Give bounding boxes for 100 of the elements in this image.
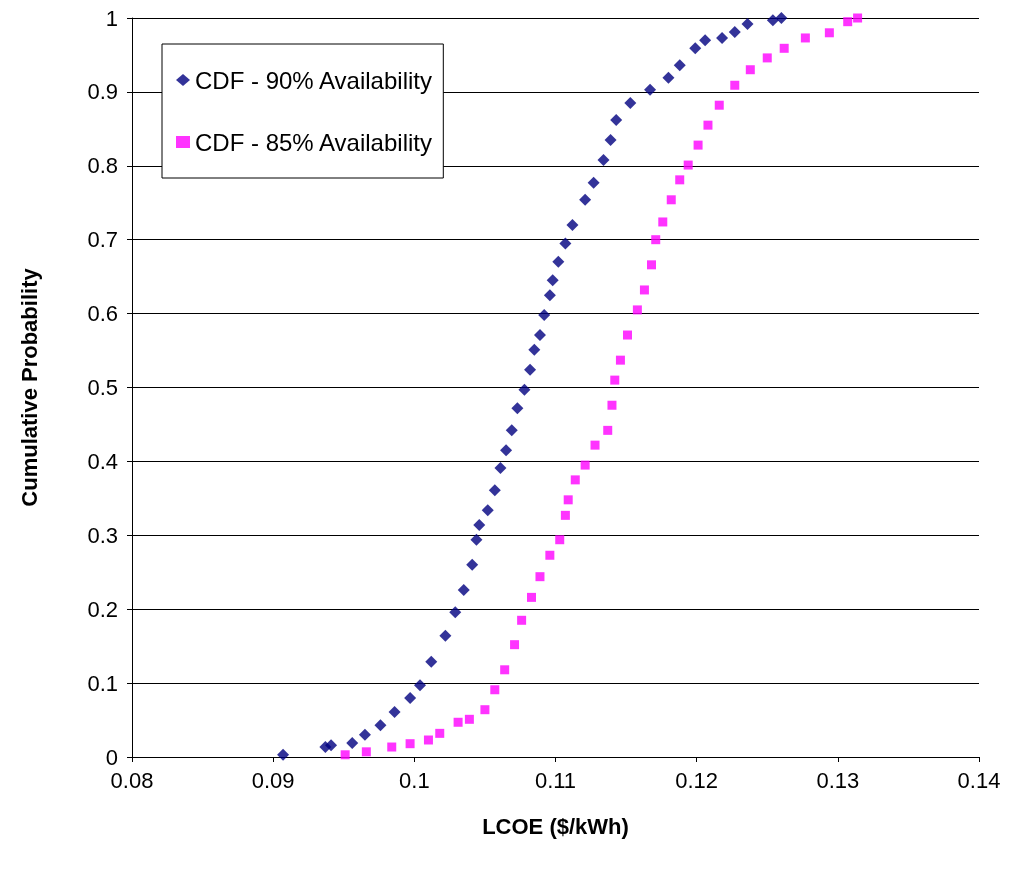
y-tick-label: 0.1: [87, 670, 118, 696]
point: [843, 17, 853, 27]
point: [646, 260, 656, 270]
point: [473, 518, 486, 531]
point: [423, 735, 433, 745]
point: [689, 42, 702, 55]
point: [566, 218, 579, 231]
y-tick-label: 0.2: [87, 596, 118, 622]
point: [387, 742, 397, 752]
point: [603, 425, 613, 435]
point: [651, 235, 661, 245]
point: [624, 96, 637, 109]
point: [494, 462, 507, 475]
point: [490, 685, 500, 695]
point: [693, 140, 703, 150]
point: [546, 274, 559, 287]
point: [779, 43, 789, 53]
point: [587, 176, 600, 189]
point: [658, 217, 668, 227]
point: [800, 33, 810, 43]
x-tick-label: 0.08: [110, 767, 154, 793]
point: [500, 444, 513, 457]
point: [730, 80, 740, 90]
point: [346, 736, 359, 749]
point: [358, 728, 371, 741]
y-tick-label: 0.6: [87, 301, 118, 327]
legend-label: CDF - 90% Availability: [195, 66, 432, 94]
x-tick-label: 0.12: [675, 767, 719, 793]
point: [607, 400, 617, 410]
point: [570, 475, 580, 485]
point: [374, 719, 387, 732]
point: [580, 460, 590, 470]
x-tick-label: 0.14: [957, 767, 1001, 793]
point: [277, 748, 290, 761]
point: [675, 175, 685, 185]
point: [425, 655, 438, 668]
point: [604, 133, 617, 146]
point: [340, 750, 350, 760]
point: [703, 120, 713, 130]
y-tick-label: 0: [105, 744, 118, 770]
point: [405, 739, 415, 749]
point: [555, 535, 565, 545]
point: [388, 705, 401, 718]
point: [560, 510, 570, 520]
point: [552, 255, 565, 268]
x-tick-label: 0.13: [816, 767, 860, 793]
point: [683, 160, 693, 170]
point: [543, 289, 556, 302]
point: [361, 747, 371, 757]
y-tick-label: 0.4: [87, 448, 118, 474]
point: [590, 440, 600, 450]
x-tick-label: 0.09: [251, 767, 295, 793]
y-tick-label: 1: [105, 5, 118, 31]
point: [466, 558, 479, 571]
y-tick-label: 0.7: [87, 227, 118, 253]
point: [413, 679, 426, 692]
point: [500, 665, 510, 675]
point: [610, 375, 620, 385]
point: [824, 28, 834, 38]
point: [639, 285, 649, 295]
point: [662, 71, 675, 84]
point: [510, 640, 520, 650]
y-tick-label: 0.8: [87, 153, 118, 179]
point: [632, 305, 642, 315]
point: [545, 550, 555, 560]
point: [453, 717, 463, 727]
point: [533, 329, 546, 342]
point: [449, 606, 462, 619]
point: [644, 83, 657, 96]
point: [457, 583, 470, 596]
point: [535, 572, 545, 582]
point: [439, 629, 452, 642]
y-axis-title: Cumulative Probability: [16, 267, 42, 507]
point: [716, 31, 729, 44]
point: [527, 592, 536, 602]
point: [666, 195, 676, 205]
point: [597, 153, 610, 166]
point: [470, 533, 483, 546]
point: [745, 65, 755, 75]
x-tick-label: 0.11: [534, 767, 577, 793]
point: [563, 495, 573, 505]
point: [538, 309, 551, 322]
point: [775, 12, 788, 24]
point: [673, 59, 686, 72]
point: [435, 728, 445, 738]
x-axis-title: LCOE ($/kWh): [482, 813, 629, 839]
point: [528, 343, 541, 356]
point: [524, 363, 537, 376]
y-tick-label: 0.3: [87, 522, 118, 548]
x-tick-label: 0.1: [399, 767, 430, 793]
point: [610, 113, 623, 126]
point: [481, 504, 494, 517]
point: [559, 237, 572, 250]
point: [480, 705, 490, 715]
point: [622, 330, 632, 340]
point: [699, 34, 712, 47]
point: [853, 13, 863, 23]
point: [511, 402, 524, 415]
legend-label: CDF - 85% Availability: [195, 128, 432, 156]
point: [762, 53, 772, 63]
